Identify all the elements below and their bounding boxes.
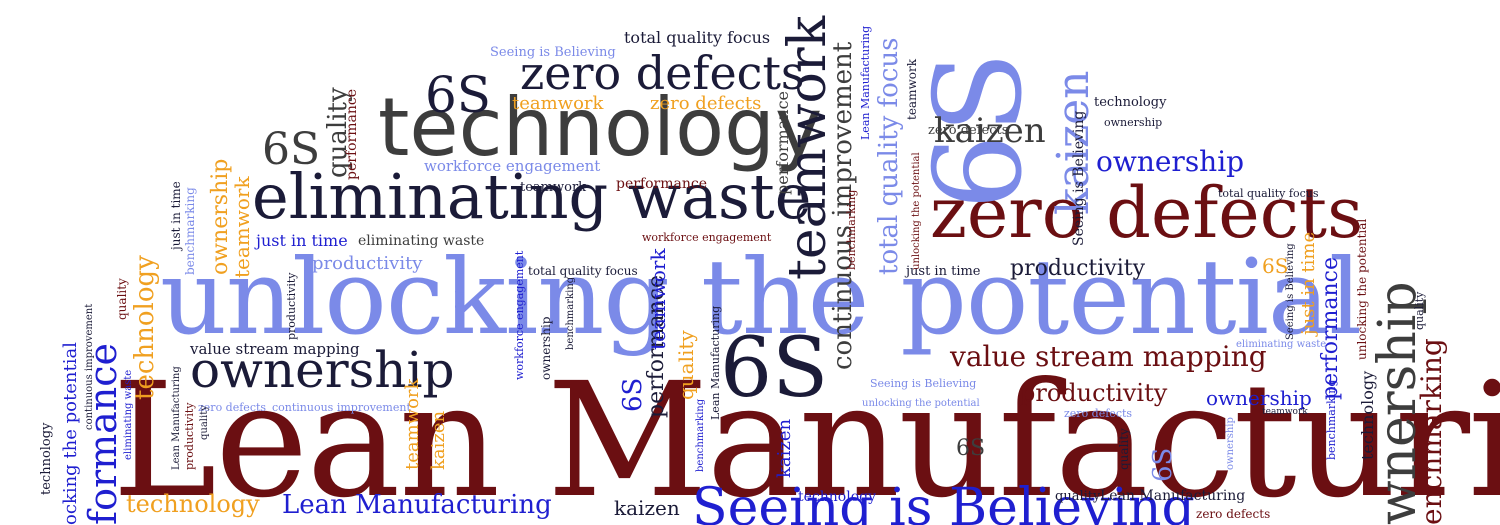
word-lean-manufacturing: Lean Manufacturing — [112, 349, 1500, 525]
word-ownership: ownership — [539, 316, 553, 380]
word-enchmarking: enchmarking — [1415, 338, 1448, 525]
word-technology: technology — [39, 422, 54, 495]
word-performance: performance — [1318, 256, 1343, 400]
word-continuous-improvement: continuous improvement — [272, 401, 411, 414]
word-benchmarking: benchmarking — [845, 189, 858, 270]
word-quality: quality — [1117, 428, 1131, 470]
word-ownership: ownership — [208, 158, 233, 275]
word-benchmarking: benchmarking — [183, 187, 197, 275]
word-total-quality-focus: total quality focus — [624, 28, 771, 47]
word-eliminating-waste: eliminating waste — [252, 160, 812, 233]
word-unlocking-the-potential: unlocking the potential — [911, 152, 922, 270]
word-technology: technology — [378, 81, 823, 174]
word-productivity: productivity — [1020, 379, 1168, 407]
word-lean-manufacturing: Lean Manufacturing — [282, 490, 552, 520]
word-productivity: productivity — [1010, 256, 1146, 281]
word-workforce-engagement: workforce engagement — [424, 157, 601, 175]
word-six-s: 6S — [1262, 254, 1289, 278]
word-lean-manufacturing: Lean Manufacturing — [859, 25, 872, 140]
word-benchmarking: benchmarking — [565, 276, 576, 350]
word-six-s: 6S — [720, 321, 829, 416]
word-ownership: ownership — [1096, 145, 1245, 178]
word-just-in-time: just in time — [1298, 231, 1319, 335]
word-performance: performance — [344, 88, 360, 180]
word-unlocking-the-potential: unlocking the potential — [862, 398, 980, 409]
word-ownership: ownership — [1206, 386, 1312, 410]
word-productivity: productivity — [183, 402, 196, 470]
word-kaizen: kaizen — [934, 111, 1046, 151]
word-zero-defects: zero defects — [1064, 407, 1133, 420]
word-seeing-is-believing: Seeing is Believing — [1285, 243, 1296, 340]
word-technology: technology — [798, 489, 876, 505]
word-seeing-is-believing: Seeing is Believing — [490, 45, 616, 60]
word-ownership: ownership — [1104, 116, 1163, 129]
word-six-s: 6S — [262, 124, 321, 175]
word-seeing-is-believing: Seeing is Believing — [692, 478, 1195, 525]
word-teamwork: teamwork — [230, 176, 254, 278]
word-ownership: ownership — [190, 341, 455, 399]
word-technology: technology — [126, 490, 260, 518]
word-total-quality-focus: total quality focus — [874, 37, 904, 275]
word-benchmarking: benchmarking — [1325, 379, 1338, 460]
word-total-quality-focus: total quality focus — [1218, 187, 1319, 200]
word-quality: quality — [1413, 291, 1426, 330]
word-zero-defects: zero defects — [520, 46, 805, 100]
word-seeing-is-believing: Seeing is Believing — [870, 377, 977, 390]
word-value-stream-mapping: value stream mapping — [950, 340, 1267, 373]
word-just-in-time: just in time — [169, 181, 183, 250]
word-technology: technology — [1358, 370, 1377, 460]
word-just-in-time: just in time — [906, 264, 981, 279]
word-ocking-the-potential: ocking the potential — [60, 342, 81, 525]
word-zero-defects: zero defects — [650, 93, 762, 114]
word-teamwork: teamwork — [512, 93, 604, 114]
word-lean-manufacturing: Lean Manufacturing — [171, 366, 182, 470]
word-performance: performance — [616, 176, 708, 192]
word-kaizen: kaizen — [428, 410, 449, 470]
word-quality: quality — [199, 405, 210, 440]
word-eliminating-waste: eliminating waste — [358, 233, 485, 249]
word-six-s: 6S — [956, 436, 986, 461]
word-workforce-engagement: workforce engagement — [513, 250, 526, 380]
word-kaizen: kaizen — [774, 418, 795, 478]
word-technology: technology — [1094, 95, 1167, 110]
word-zero-defects: zero defects — [930, 172, 1363, 254]
word-kaizen: kaizen — [614, 496, 680, 520]
word-teamwork: teamwork — [646, 248, 670, 350]
word-workforce-engagement: workforce engagement — [642, 231, 772, 244]
word-performance: performance — [773, 90, 792, 195]
word-teamwork: teamwork — [520, 180, 587, 195]
word-seeing-is-believing: Seeing is Believing — [1071, 110, 1087, 246]
word-zero-defects: zero defects — [198, 401, 267, 414]
word-benchmarking: benchmarking — [695, 398, 706, 472]
word-teamwork: teamwork — [1262, 407, 1308, 417]
word-productivity: productivity — [312, 253, 423, 274]
word-kaizen: kaizen — [453, 268, 467, 308]
word-zero-defects: zero defects — [928, 123, 1009, 138]
word-six-s: 6S — [618, 377, 648, 412]
word-eliminating-waste: eliminating waste — [123, 369, 134, 460]
word-teamwork: teamwork — [905, 59, 919, 120]
word-unlocking-the-potential: unlocking the potential — [160, 236, 1362, 358]
word-just-in-time: just in time — [256, 231, 348, 250]
word-unlocking-the-potential: unlocking the potential — [1355, 218, 1369, 360]
word-six-s: 6S — [1148, 447, 1178, 482]
word-lean-manufacturing: Lean Manufacturing — [709, 305, 722, 420]
word-quality: quality — [1055, 489, 1101, 504]
word-continuous-improvement: continuous improvement — [84, 303, 95, 430]
word-productivity: productivity — [285, 272, 298, 340]
word-six-s: 6S — [425, 66, 492, 124]
word-lean-manufacturing: Lean Manufacturing — [1100, 488, 1246, 504]
word-ownership: ownership — [1225, 417, 1236, 470]
word-total-quality-focus: total quality focus — [528, 264, 638, 278]
word-zero-defects: zero defects — [1196, 507, 1271, 521]
word-teamwork: teamwork — [402, 378, 423, 470]
word-quality: quality — [115, 278, 129, 320]
word-technology: technology — [130, 255, 160, 400]
word-quality: quality — [674, 330, 698, 400]
word-value-stream-mapping: value stream mapping — [190, 340, 360, 358]
word-eliminating-waste: eliminating waste — [1236, 339, 1327, 350]
